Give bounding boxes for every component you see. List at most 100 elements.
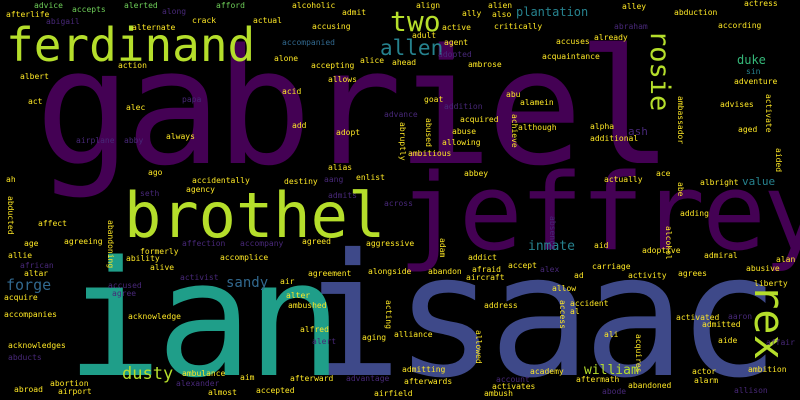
word-aim: aim	[240, 373, 255, 382]
word-allowing: allowing	[442, 138, 481, 147]
word-aged: aged	[738, 125, 758, 134]
word-aang: aang	[324, 175, 344, 184]
word-align: align	[416, 1, 441, 10]
word-abducted: abducted	[6, 196, 15, 235]
word-alliance: alliance	[394, 330, 433, 339]
word-alter: alter	[286, 291, 311, 300]
word-alexander: alexander	[176, 379, 220, 388]
word-ability: ability	[126, 254, 160, 263]
word-accusing: accusing	[312, 22, 351, 31]
word-al: al	[570, 307, 580, 316]
word-adventure: adventure	[734, 77, 778, 86]
word-agreement: agreement	[308, 269, 352, 278]
word-admit: admit	[342, 8, 367, 17]
word-altar: altar	[24, 269, 49, 278]
word-act: act	[28, 97, 43, 106]
word-abused: abused	[424, 118, 433, 147]
word-abby: abby	[124, 136, 144, 145]
word-aid: aid	[594, 241, 609, 250]
word-alerted: alerted	[124, 1, 158, 10]
word-crack: crack	[192, 16, 217, 25]
word-alien: alien	[488, 1, 513, 10]
word-alfred: alfred	[300, 325, 329, 334]
word-adding: adding	[680, 209, 709, 218]
word-allow: allow	[552, 284, 577, 293]
word-alive: alive	[150, 263, 175, 272]
word-also: also	[492, 10, 512, 19]
word-affair: affair	[766, 338, 795, 347]
word-ace: ace	[656, 169, 671, 178]
word-ali: ali	[604, 330, 619, 339]
word-across: across	[384, 199, 413, 208]
word-airport: airport	[58, 387, 92, 396]
word-advises: advises	[720, 100, 754, 109]
word-afterward: afterward	[290, 374, 334, 383]
word-achieve: achieve	[510, 114, 519, 148]
word-already: already	[594, 33, 628, 42]
word-agreed: agreed	[302, 237, 331, 246]
word-accident: accident	[570, 299, 609, 308]
word-abandoning: abandoning	[106, 220, 115, 269]
word-rosie: rosie	[644, 30, 675, 112]
word-along: along	[162, 7, 187, 16]
word-accomplice: accomplice	[220, 253, 269, 262]
word-african: african	[20, 261, 54, 270]
word-activates: activates	[492, 382, 536, 391]
word-activate: activate	[764, 94, 773, 133]
word-airfield: airfield	[374, 389, 413, 398]
word-always: always	[166, 132, 195, 141]
word-ian: ian	[66, 226, 343, 400]
word-abandon: abandon	[428, 267, 462, 276]
word-activist: activist	[180, 273, 219, 282]
word-sin: sin	[746, 67, 761, 76]
word-goat: goat	[424, 95, 444, 104]
word-afford: afford	[216, 1, 245, 10]
word-acquired: acquired	[460, 115, 499, 124]
word-abigail: abigail	[46, 17, 80, 26]
word-accepts: accepts	[72, 5, 106, 14]
word-accused: accused	[108, 281, 142, 290]
word-isaac: isaac	[300, 218, 780, 400]
word-afterwards: afterwards	[404, 377, 453, 386]
word-value: value	[742, 175, 776, 188]
word-william: william	[584, 363, 639, 378]
word-ambrose: ambrose	[468, 60, 502, 69]
word-action: action	[118, 61, 147, 70]
word-ah: ah	[6, 175, 16, 184]
word-adopt: adopt	[336, 128, 361, 137]
word-aircraft: aircraft	[466, 273, 505, 282]
word-agrees: agrees	[678, 269, 707, 278]
word-alternate: alternate	[132, 23, 176, 32]
word-afraid: afraid	[472, 265, 501, 274]
word-active: active	[442, 23, 471, 32]
word-account: account	[496, 375, 530, 384]
word-abduction: abduction	[674, 8, 718, 17]
word-alongside: alongside	[368, 267, 412, 276]
word-plantation: plantation	[516, 5, 589, 19]
word-alice: alice	[360, 56, 385, 65]
word-although: although	[518, 123, 557, 132]
word-alcoholic: alcoholic	[292, 1, 336, 10]
word-actor: actor	[692, 367, 717, 376]
word-critically: critically	[494, 22, 543, 31]
word-ferdinand: ferdinand	[6, 18, 256, 72]
word-adam: adam	[438, 238, 447, 258]
word-admitting: admitting	[402, 365, 446, 374]
word-destiny: destiny	[284, 177, 318, 186]
word-alec: alec	[126, 103, 146, 112]
word-agreeing: agreeing	[64, 237, 103, 246]
word-airplane: airplane	[76, 136, 115, 145]
word-acknowledge: acknowledge	[128, 312, 181, 321]
word-advance: advance	[384, 110, 418, 119]
word-almost: almost	[208, 388, 237, 397]
word-ambassador: ambassador	[676, 96, 685, 145]
word-abode: abode	[602, 387, 627, 396]
word-alley: alley	[622, 2, 647, 11]
word-alpha: alpha	[590, 122, 615, 131]
word-accuses: accuses	[556, 37, 590, 46]
word-albert: albert	[20, 72, 49, 81]
word-accidentally: accidentally	[192, 176, 250, 185]
word-ad: ad	[574, 271, 584, 280]
word-alan: alan	[776, 255, 796, 264]
